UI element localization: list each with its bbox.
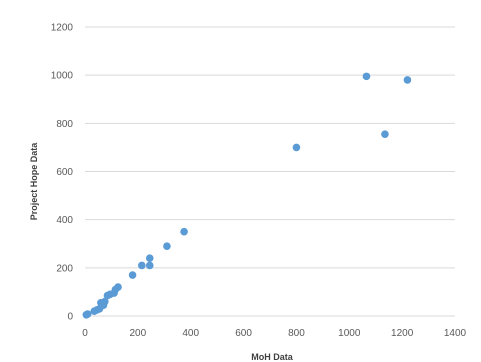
- data-point: [403, 76, 412, 84]
- x-tick-label: 1200: [391, 328, 414, 339]
- x-tick-label: 0: [82, 328, 88, 339]
- x-tick-label: 600: [235, 328, 252, 339]
- x-axis-title: MoH Data: [251, 352, 293, 362]
- y-tick-label: 1000: [51, 71, 74, 82]
- data-point: [163, 242, 171, 250]
- data-point: [145, 254, 154, 262]
- data-point: [83, 310, 92, 318]
- x-tick-label: 1400: [444, 328, 467, 339]
- data-point: [138, 261, 146, 270]
- y-tick-label: 1200: [51, 23, 74, 34]
- x-tick-label: 200: [130, 328, 147, 339]
- y-tick-label: 200: [56, 263, 73, 274]
- data-point: [114, 283, 122, 291]
- data-point: [180, 227, 188, 236]
- gridlines: [85, 26, 455, 269]
- x-tick-label: 800: [288, 328, 305, 339]
- data-point: [145, 261, 154, 270]
- data-point: [128, 271, 137, 279]
- x-tick-label: 1000: [338, 328, 361, 339]
- data-point: [101, 297, 109, 306]
- data-point: [381, 130, 389, 138]
- y-axis-title: Project Hope Data: [29, 142, 39, 221]
- data-points: [82, 72, 412, 319]
- y-tick-label: 600: [56, 167, 73, 178]
- data-point: [292, 143, 301, 152]
- y-tick-label: 400: [56, 215, 73, 226]
- y-tick-label: 0: [67, 312, 73, 323]
- data-point: [362, 72, 371, 81]
- x-tick-label: 400: [182, 328, 199, 339]
- tick-labels: 0 200 400 600 800 1000 1200 0 200 400 600 800 1000 12…: [51, 23, 467, 340]
- y-tick-label: 800: [56, 119, 73, 130]
